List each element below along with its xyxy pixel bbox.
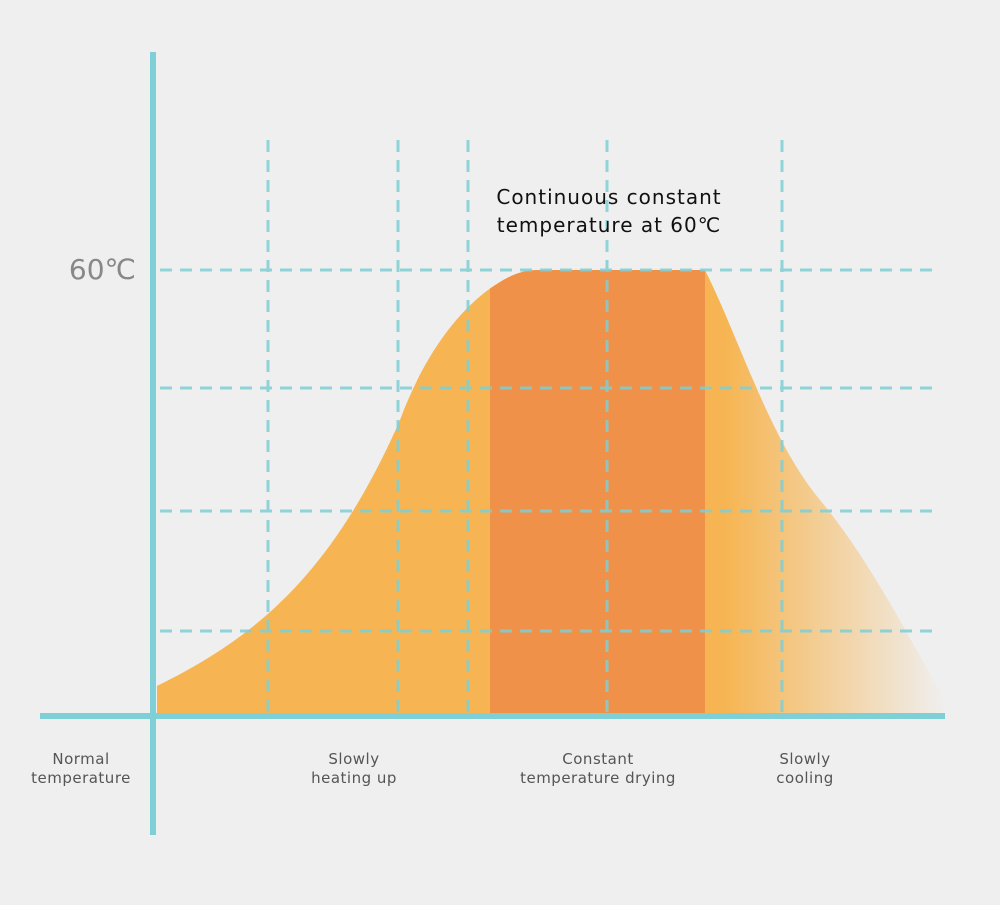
stage-label: heating up — [311, 769, 397, 787]
stage-label: cooling — [776, 769, 833, 787]
stage-label: Normal — [52, 750, 109, 768]
annotation: Continuous constant — [496, 185, 721, 209]
stage-label: Slowly — [328, 750, 379, 768]
y-axis-label: 60℃ — [69, 253, 136, 286]
annotation: temperature at 60℃ — [497, 213, 721, 237]
grid — [160, 140, 935, 716]
stage-label: temperature drying — [520, 769, 676, 787]
constant-region — [490, 270, 705, 716]
stage-label: Constant — [562, 750, 633, 768]
stage-label: Slowly — [779, 750, 830, 768]
stage-label: temperature — [31, 769, 131, 787]
